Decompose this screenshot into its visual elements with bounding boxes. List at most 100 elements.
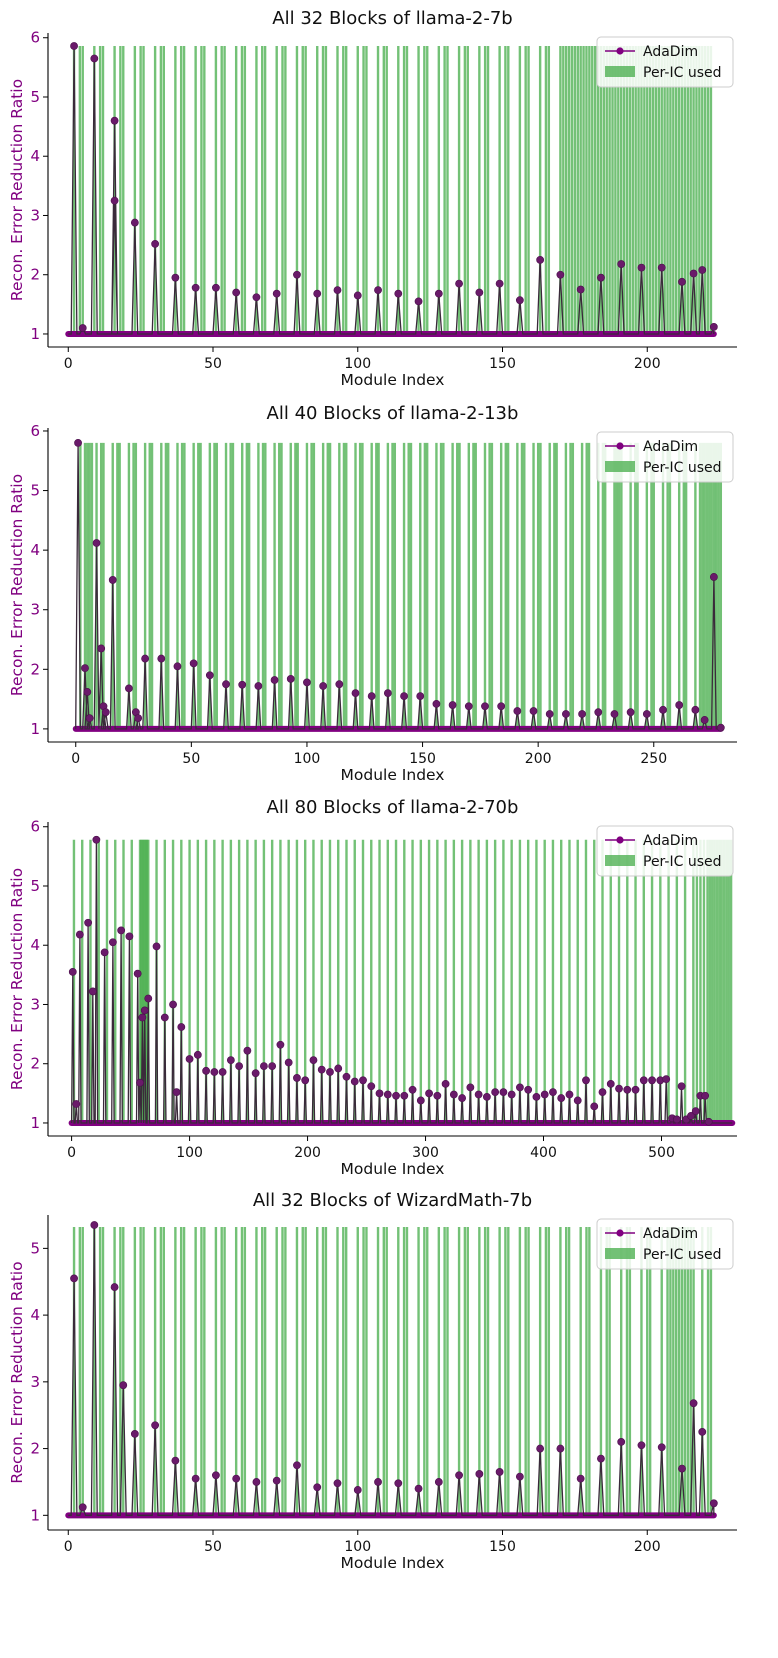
adadim-point	[375, 1089, 384, 1098]
adadim-point	[691, 705, 700, 714]
adadim-point	[232, 288, 241, 297]
adadim-point	[313, 1483, 322, 1492]
adadim-point	[615, 1084, 623, 1093]
adadim-point	[293, 1074, 301, 1082]
y-tick-label: 2	[30, 660, 40, 678]
adadim-point	[562, 710, 570, 718]
adadim-point	[495, 279, 504, 288]
adadim-point	[434, 1478, 443, 1486]
adadim-point	[92, 835, 101, 844]
adadim-point	[243, 1046, 252, 1055]
adadim-point	[74, 438, 82, 447]
adadim-point	[597, 1454, 605, 1463]
x-tick-label: 150	[409, 751, 436, 767]
adadim-point	[631, 1085, 640, 1094]
adadim-point	[212, 1471, 220, 1480]
adadim-point	[185, 1055, 194, 1063]
adadim-point	[272, 1476, 281, 1485]
adadim-point	[83, 688, 92, 696]
adadim-point	[698, 1427, 707, 1436]
y-axis-label: Recon. Error Reduction Ratio	[8, 868, 26, 1090]
adadim-point	[70, 42, 78, 50]
adadim-point	[151, 1421, 160, 1430]
adadim-point	[648, 1076, 656, 1085]
adadim-point	[125, 932, 134, 941]
adadim-point	[458, 1094, 467, 1102]
x-tick-label: 50	[204, 1539, 222, 1555]
adadim-point	[474, 1090, 483, 1099]
adadim-point	[557, 1094, 566, 1102]
adadim-point	[72, 1100, 81, 1108]
adadim-point	[657, 1443, 666, 1452]
adadim-point	[125, 684, 133, 693]
adadim-point	[392, 1091, 400, 1100]
adadim-point	[400, 1091, 409, 1100]
legend-per-ic-label: Per-IC used	[643, 854, 722, 870]
x-axis-label: Module Index	[341, 766, 445, 784]
adadim-point	[235, 1062, 244, 1070]
adadim-point	[549, 1088, 557, 1097]
adadim-point	[367, 692, 376, 701]
adadim-point	[475, 1470, 484, 1478]
adadim-points	[70, 1221, 718, 1512]
adadim-point	[709, 322, 718, 331]
legend: AdaDim Per-IC used	[596, 431, 734, 483]
adadim-points	[70, 42, 718, 332]
adadim-point	[433, 1091, 442, 1100]
adadim-point	[515, 1472, 524, 1481]
x-tick-label: 50	[204, 356, 222, 372]
adadim-point	[110, 196, 119, 205]
adadim-point	[78, 324, 87, 332]
adadim-point	[108, 938, 117, 947]
per-ic-bars	[72, 46, 713, 334]
adadim-point	[606, 1079, 615, 1088]
adadim-point	[374, 286, 382, 295]
adadim-point	[81, 664, 89, 673]
adadim-series-line	[68, 1224, 715, 1516]
legend-adadim-marker	[616, 836, 624, 844]
adadim-point	[88, 987, 97, 996]
y-tick-label: 1	[30, 325, 40, 343]
adadim-point	[432, 699, 441, 708]
adadim-point	[85, 714, 94, 723]
chart-title: All 32 Blocks of llama-2-7b	[272, 8, 512, 29]
adadim-point	[309, 1056, 318, 1065]
chart-panel-2: 0 50 100 150 200 250 1 2 3 4 5 6 All 40 Blocks of ll…	[8, 403, 737, 784]
adadim-point	[524, 1085, 533, 1094]
adadim-point	[119, 1381, 128, 1390]
adadim-point	[301, 1076, 310, 1085]
per-ic-bars	[72, 1227, 713, 1516]
adadim-point	[333, 286, 342, 295]
adadim-point	[136, 1078, 144, 1087]
y-tick-label: 6	[30, 29, 40, 47]
x-tick-label: 50	[182, 751, 200, 767]
y-tick-label: 1	[30, 1506, 40, 1524]
adadim-point	[293, 1461, 301, 1470]
y-axis-label: Recon. Error Reduction Ratio	[8, 79, 26, 301]
adadim-point	[374, 1478, 382, 1486]
adadim-point	[689, 269, 698, 278]
adadim-point	[70, 1274, 78, 1283]
adadim-point	[491, 1088, 500, 1097]
adadim-point	[709, 1499, 718, 1508]
adadim-point	[222, 680, 230, 689]
legend: AdaDim Per-IC used	[596, 825, 734, 877]
adadim-point	[100, 948, 109, 957]
adadim-point	[97, 644, 106, 653]
x-tick-label: 300	[412, 1145, 439, 1161]
y-tick-label: 3	[30, 1373, 40, 1391]
adadim-point	[677, 1082, 686, 1091]
adadim-point	[626, 708, 635, 717]
legend: AdaDim Per-IC used	[596, 1218, 734, 1270]
adadim-point	[482, 1092, 491, 1101]
chart-title: All 80 Blocks of llama-2-70b	[267, 797, 519, 818]
y-tick-label: 1	[30, 720, 40, 738]
y-tick-label: 3	[30, 206, 40, 224]
x-tick-label: 500	[648, 1145, 675, 1161]
adadim-point	[416, 692, 425, 701]
legend-per-ic-label: Per-IC used	[643, 460, 722, 476]
adadim-point	[556, 1444, 565, 1453]
adadim-point	[191, 1474, 200, 1483]
adadim-point	[698, 266, 707, 274]
adadim-point	[540, 1090, 549, 1099]
